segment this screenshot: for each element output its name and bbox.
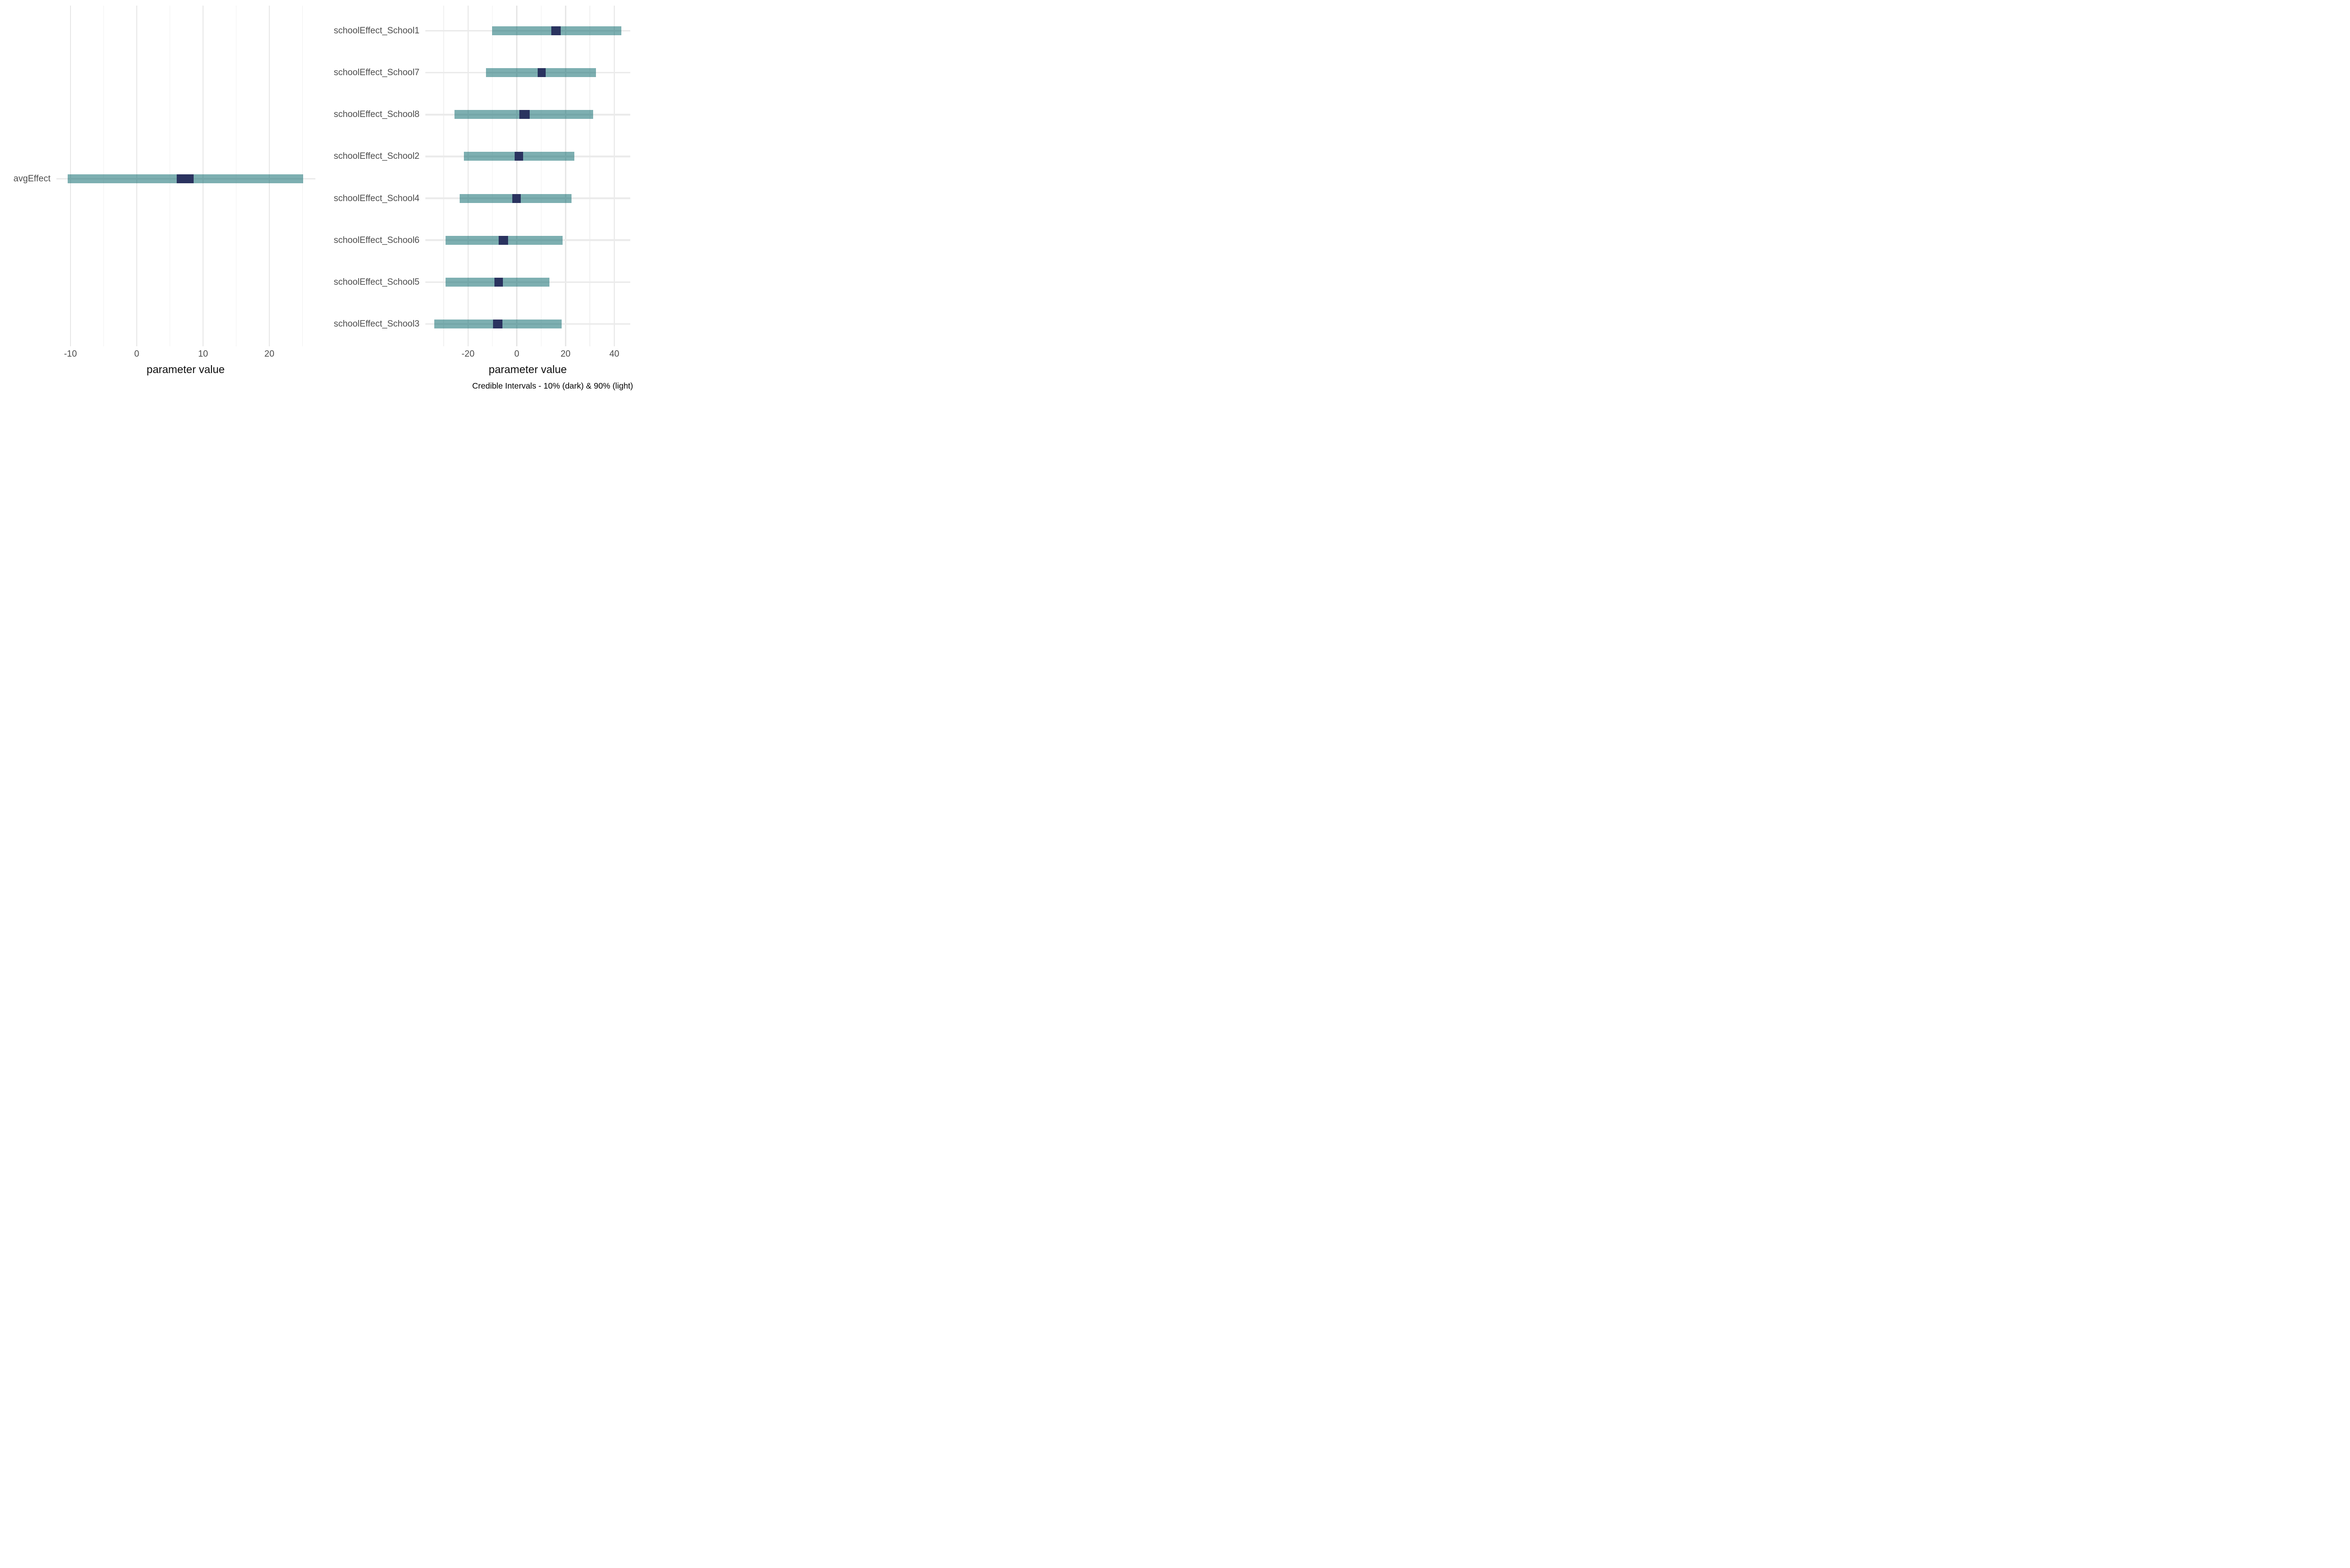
inner-interval-bar xyxy=(499,235,508,245)
category-label: avgEffect xyxy=(13,174,51,184)
inner-interval-bar xyxy=(537,68,546,78)
left-x-axis-title: parameter value xyxy=(146,363,225,375)
category-label: schoolEffect_School3 xyxy=(334,319,420,329)
category-label: schoolEffect_School1 xyxy=(334,26,420,36)
inner-interval-bar xyxy=(551,26,561,35)
gridline-major xyxy=(516,6,517,346)
inner-interval-bar xyxy=(494,277,503,287)
gridline-major xyxy=(565,6,566,346)
left-plot-panel xyxy=(56,6,315,346)
inner-interval-bar xyxy=(519,110,530,119)
category-label: schoolEffect_School7 xyxy=(334,68,420,78)
x-tick-label: 0 xyxy=(134,349,140,359)
category-label: schoolEffect_School5 xyxy=(334,277,420,287)
inner-interval-bar xyxy=(493,319,503,328)
category-label: schoolEffect_School2 xyxy=(334,151,420,162)
gridline-major xyxy=(467,6,469,346)
category-label: schoolEffect_School8 xyxy=(334,109,420,120)
x-tick-label: -20 xyxy=(462,349,475,359)
gridline-minor xyxy=(540,6,542,346)
gridline-minor xyxy=(443,6,444,346)
inner-interval-bar xyxy=(512,194,521,203)
gridline-minor xyxy=(589,6,590,346)
inner-interval-bar xyxy=(176,174,194,183)
x-tick-label: 20 xyxy=(560,349,571,359)
right-x-axis-title: parameter value xyxy=(488,363,567,375)
gridline-major xyxy=(613,6,615,346)
x-tick-label: 10 xyxy=(198,349,208,359)
x-tick-label: 0 xyxy=(514,349,519,359)
inner-interval-bar xyxy=(514,152,523,161)
caption: Credible Intervals - 10% (dark) & 90% (l… xyxy=(472,381,633,390)
category-label: schoolEffect_School6 xyxy=(334,235,420,245)
category-label: schoolEffect_School4 xyxy=(334,193,420,203)
x-tick-label: -10 xyxy=(64,349,77,359)
x-tick-label: 20 xyxy=(264,349,274,359)
gridline-minor xyxy=(492,6,493,346)
x-tick-label: 40 xyxy=(609,349,619,359)
right-plot-panel xyxy=(425,6,631,346)
